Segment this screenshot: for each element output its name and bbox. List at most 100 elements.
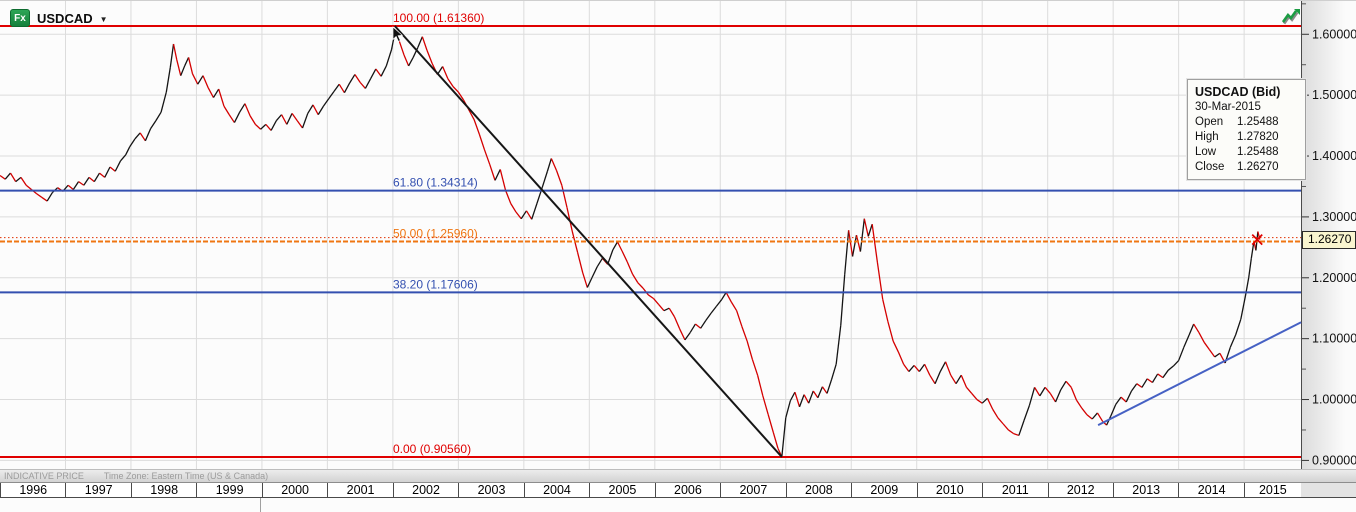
price-series-segment (67, 184, 74, 191)
price-series-segment (1167, 365, 1174, 371)
price-series-segment (582, 272, 588, 288)
tooltip-row-label: Low (1195, 146, 1217, 158)
price-series-segment (452, 86, 459, 93)
price-series-segment (385, 49, 393, 67)
price-series-segment (160, 91, 167, 113)
tooltip-row: Low 1.25488 (1195, 145, 1298, 160)
timezone-label: Time Zone: Eastern Time (US & Canada) (103, 471, 269, 481)
price-series-segment (88, 176, 95, 183)
price-series-segment (762, 395, 769, 415)
price-series-segment (725, 292, 732, 303)
price-series-segment (981, 397, 988, 404)
price-series-segment (715, 299, 723, 307)
downtrend-2002-2007-trendline[interactable] (394, 25, 783, 458)
trend-up-icon-arrowhead[interactable] (1294, 9, 1300, 15)
price-series-segment (700, 320, 707, 329)
y-axis-tick-label: 1.00000 (1312, 393, 1356, 407)
price-series-segment (286, 113, 293, 125)
price-series-segment (468, 109, 475, 120)
chevron-down-icon[interactable]: ▼ (99, 14, 108, 24)
price-series-segment (756, 375, 764, 397)
price-series-segment (1178, 346, 1185, 361)
price-series-segment (871, 224, 879, 263)
price-series-segment (349, 74, 356, 84)
price-series-segment (798, 394, 805, 408)
price-series-segment (1162, 369, 1169, 378)
price-series-segment (442, 66, 449, 79)
price-series-segment (333, 83, 340, 92)
price-series-segment (746, 340, 753, 360)
price-series-segment (1044, 386, 1051, 394)
price-series-segment (187, 57, 194, 74)
price-series-segment (176, 59, 182, 76)
year-label: 2013 (1112, 483, 1178, 497)
plot-background (0, 1, 1301, 469)
price-series-segment (426, 49, 433, 64)
tooltip-row-value: 1.27820 (1237, 131, 1279, 143)
price-series-segment (375, 68, 382, 77)
y-axis-tick-label: 1.50000 (1312, 88, 1356, 102)
price-series-segment (897, 351, 905, 365)
price-series-segment (473, 119, 480, 135)
price-series-segment (939, 361, 947, 372)
symbol-selector[interactable]: Fx USDCAD ▼ (10, 9, 108, 27)
current-price-tag: 1.26270 (1302, 231, 1356, 249)
uptrend-2012-2015-trendline[interactable] (1097, 321, 1302, 426)
price-series-segment (955, 374, 962, 385)
price-series-segment (499, 169, 507, 191)
price-series-segment (847, 230, 854, 257)
price-series-segment (114, 160, 122, 172)
fib-level-label-100.00: 100.00 (1.61360) (393, 11, 484, 25)
year-label: 1998 (130, 483, 196, 497)
indicative-price-label: INDICATIVE PRICE (4, 471, 84, 481)
price-series-segment (960, 374, 968, 388)
y-axis-tick-label: 1.20000 (1312, 271, 1356, 285)
price-series-segment (1109, 404, 1117, 417)
price-series-segment (312, 104, 319, 115)
year-label: 2012 (1047, 483, 1113, 497)
tooltip-row-value: 1.26270 (1237, 161, 1279, 173)
price-series-segment (36, 193, 43, 198)
price-series-segment (882, 298, 889, 322)
price-series-segment (197, 75, 204, 85)
time-axis[interactable]: 1996 1997 1998 1999 2000 2001 2002 2003 2004 2005… (0, 483, 1301, 498)
price-series-segment (561, 185, 568, 208)
price-series-segment (1151, 373, 1159, 383)
price-series-segment (0, 174, 6, 180)
price-series-segment (1070, 387, 1078, 401)
price-series-segment (621, 250, 628, 263)
price-series-segment (803, 394, 810, 404)
year-label: 2000 (261, 483, 327, 497)
price-series-segment (1075, 399, 1083, 409)
price-series-segment (607, 249, 614, 265)
price-series-segment (483, 149, 491, 165)
y-axis-tick-label: 1.60000 (1312, 27, 1356, 41)
price-series-segment (291, 113, 298, 122)
price-series-segment (1125, 390, 1133, 403)
price-series-segment (1028, 387, 1036, 406)
price-series-segment (679, 328, 686, 341)
year-label: 2008 (785, 483, 851, 497)
price-series-segment (751, 359, 759, 376)
tooltip-row-value: 1.25488 (1237, 146, 1279, 158)
price-series-segment (1198, 332, 1205, 343)
price-series-segment (1136, 383, 1143, 388)
trend-up-icon[interactable] (1281, 10, 1298, 23)
tooltip-row-label: Open (1195, 116, 1224, 128)
price-series-segment (647, 294, 654, 300)
price-series-segment (637, 282, 644, 289)
price-series-segment (1214, 352, 1221, 358)
price-series-segment (239, 103, 246, 113)
price-series-segment (421, 36, 428, 51)
y-axis-tick-label: 1.10000 (1312, 332, 1356, 346)
price-series-segment (859, 218, 865, 252)
price-chart-canvas[interactable]: 100.00 (1.61360) 61.80 (1.34314) 50.00 (1.… (0, 1, 1356, 469)
y-axis-tick-label: 1.30000 (1312, 210, 1356, 224)
price-series-segment (322, 98, 330, 107)
price-series-segment (913, 365, 920, 372)
year-label: 2004 (523, 483, 589, 497)
price-series-segment (1146, 378, 1153, 384)
price-series-segment (721, 292, 727, 301)
price-series-segment (155, 111, 162, 122)
price-series-segment (223, 105, 230, 115)
